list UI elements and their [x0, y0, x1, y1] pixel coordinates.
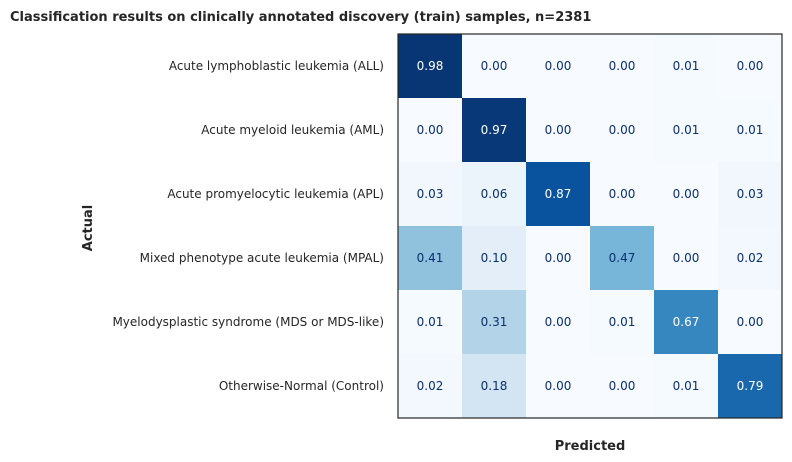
heatmap-cell [718, 354, 782, 418]
cell-value-label: 0.00 [417, 123, 444, 137]
heatmap-cell [718, 34, 782, 98]
plot-frame [397, 33, 783, 419]
y-tick-label: Acute myeloid leukemia (AML) [201, 123, 384, 137]
cell-value-label: 0.00 [673, 251, 700, 265]
cell-value-label: 0.02 [737, 251, 764, 265]
heatmap-cell [462, 354, 526, 418]
cell-value-label: 0.01 [737, 123, 764, 137]
heatmap-cell [526, 290, 590, 354]
y-axis-label: Actual [81, 205, 96, 251]
heatmap-cell [462, 162, 526, 226]
cell-value-label: 0.01 [609, 315, 636, 329]
cell-value-label: 0.01 [673, 123, 700, 137]
heatmap-cell [398, 290, 462, 354]
heatmap-cell [590, 98, 654, 162]
cell-value-label: 0.31 [481, 315, 508, 329]
heatmap-cell [654, 354, 718, 418]
cell-value-label: 0.00 [609, 59, 636, 73]
cell-value-label: 0.00 [545, 123, 572, 137]
heatmap-cell [654, 226, 718, 290]
cell-value-label: 0.79 [737, 379, 764, 393]
cell-value-label: 0.47 [609, 251, 636, 265]
cell-value-label: 0.00 [609, 187, 636, 201]
heatmap-cell [718, 290, 782, 354]
heatmap-cell [526, 162, 590, 226]
heatmap-cell [718, 226, 782, 290]
heatmap-cells: 0.98 0.00 0.00 0.00 0.01 0.00 0.00 0.97 0.00 0.00… [398, 34, 782, 418]
cell-value-label: 0.67 [673, 315, 700, 329]
heatmap-cell [718, 162, 782, 226]
cell-value-label: 0.41 [417, 251, 444, 265]
heatmap-cell [526, 354, 590, 418]
heatmap-cell [590, 162, 654, 226]
heatmap-cell [398, 226, 462, 290]
cell-value-label: 0.01 [417, 315, 444, 329]
y-tick-label: Otherwise-Normal (Control) [219, 379, 384, 393]
cell-value-label: 0.18 [481, 379, 508, 393]
y-tick-labels: Acute lymphoblastic leukemia (ALL) Acute … [112, 59, 384, 393]
cell-value-label: 0.00 [673, 187, 700, 201]
cell-value-label: 0.98 [417, 59, 444, 73]
cell-value-label: 0.00 [545, 379, 572, 393]
x-axis-label: Predicted [555, 439, 626, 454]
cell-value-label: 0.00 [545, 251, 572, 265]
cell-value-label: 0.03 [737, 187, 764, 201]
cell-value-label: 0.00 [481, 59, 508, 73]
heatmap-cell [398, 34, 462, 98]
y-tick-label: Myelodysplastic syndrome (MDS or MDS-lik… [112, 315, 384, 329]
heatmap-cell [590, 34, 654, 98]
cell-value-label: 0.03 [417, 187, 444, 201]
cell-value-label: 0.97 [481, 123, 508, 137]
cell-value-label: 0.01 [673, 59, 700, 73]
heatmap-cell [654, 34, 718, 98]
heatmap-cell [462, 226, 526, 290]
y-tick-label: Mixed phenotype acute leukemia (MPAL) [140, 251, 384, 265]
cell-value-label: 0.00 [609, 123, 636, 137]
heatmap-cell [526, 226, 590, 290]
cell-value-label: 0.10 [481, 251, 508, 265]
cell-value-label: 0.00 [545, 315, 572, 329]
heatmap-cell [398, 354, 462, 418]
heatmap-cell [654, 162, 718, 226]
cell-value-label: 0.00 [545, 59, 572, 73]
heatmap-cell [718, 98, 782, 162]
cell-value-label: 0.00 [737, 315, 764, 329]
cell-value-label: 0.00 [609, 379, 636, 393]
heatmap-cell [462, 98, 526, 162]
heatmap-cell [654, 98, 718, 162]
cell-value-label: 0.87 [545, 187, 572, 201]
cell-value-label: 0.02 [417, 379, 444, 393]
heatmap-cell [590, 290, 654, 354]
y-tick-label: Acute promyelocytic leukemia (APL) [167, 187, 384, 201]
heatmap-cell [526, 98, 590, 162]
y-tick-label: Acute lymphoblastic leukemia (ALL) [169, 59, 384, 73]
cell-value-label: 0.00 [737, 59, 764, 73]
heatmap-cell [462, 290, 526, 354]
heatmap-cell [398, 98, 462, 162]
heatmap-cell [462, 34, 526, 98]
cell-value-label: 0.06 [481, 187, 508, 201]
heatmap-cell [590, 226, 654, 290]
heatmap-cell [526, 34, 590, 98]
cell-value-label: 0.01 [673, 379, 700, 393]
chart-title: Classification results on clinically ann… [10, 10, 591, 25]
heatmap-cell [398, 162, 462, 226]
heatmap-cell [590, 354, 654, 418]
heatmap-cell [654, 290, 718, 354]
